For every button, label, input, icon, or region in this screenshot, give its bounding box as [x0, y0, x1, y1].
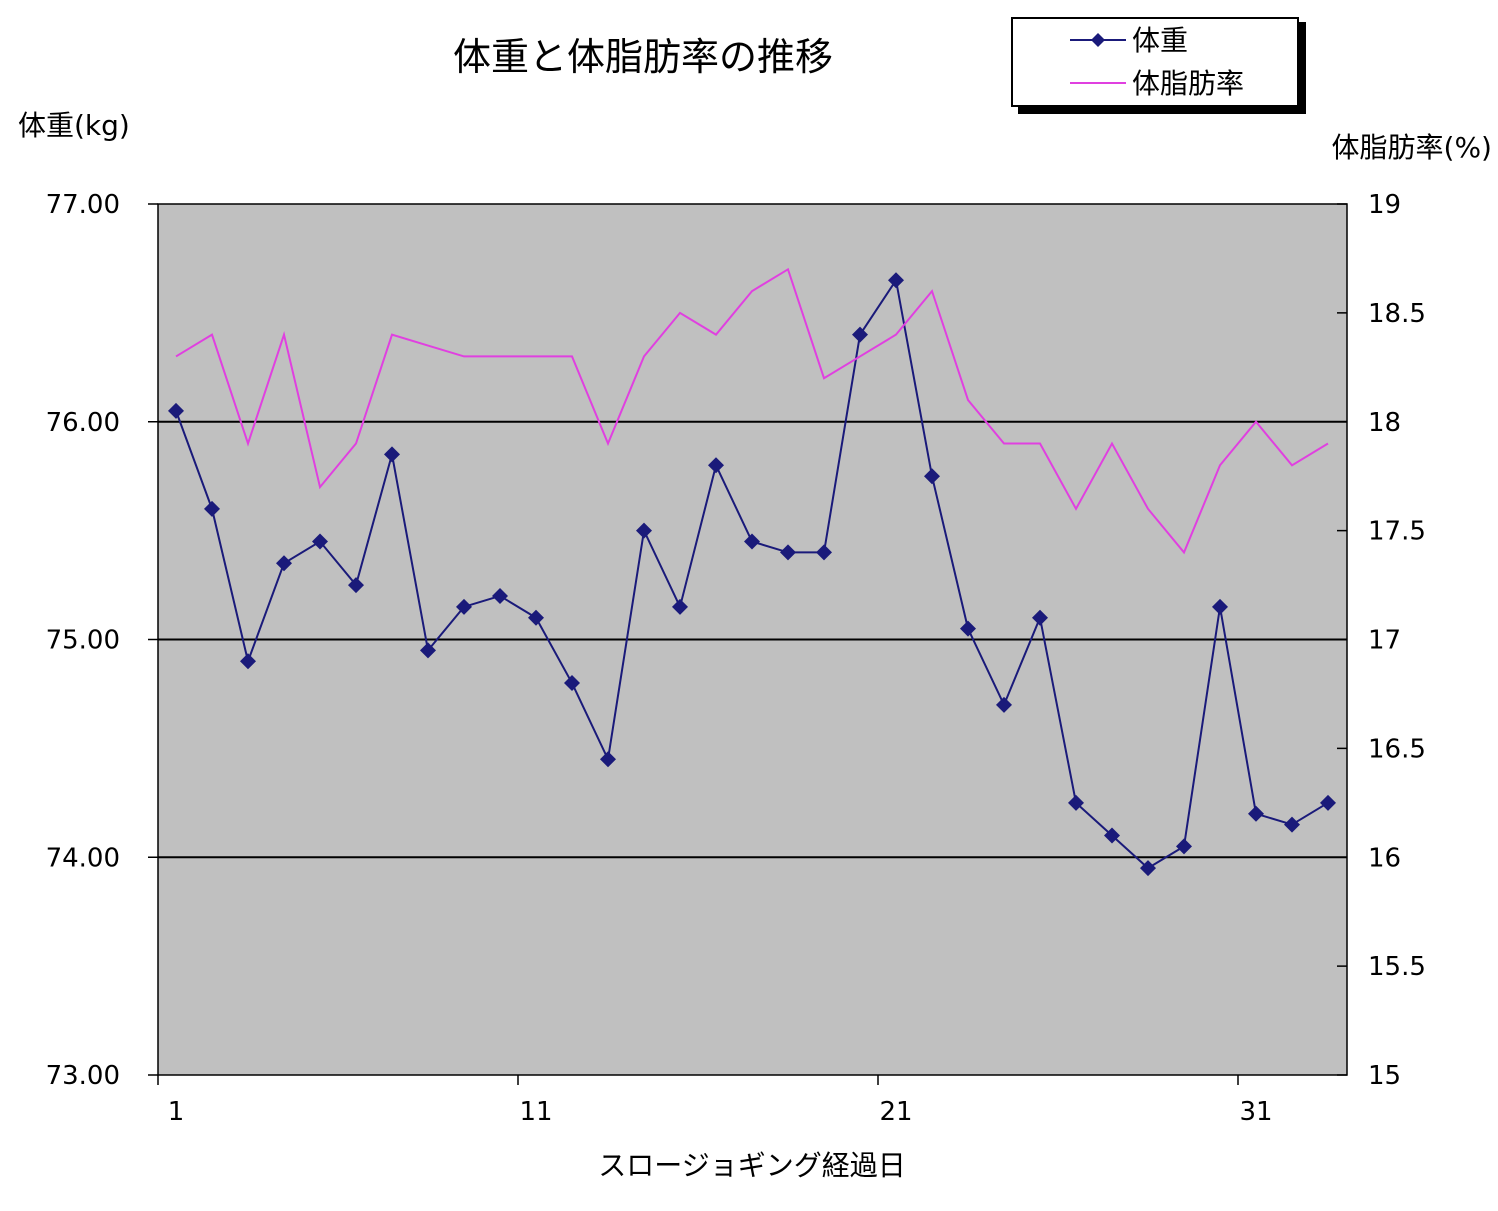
- series-layer: [168, 267, 1336, 877]
- weight-point: [168, 402, 184, 419]
- weight-point: [1212, 598, 1228, 615]
- weight-point: [708, 457, 724, 474]
- weight-point: [996, 696, 1012, 713]
- x-tick-label: 21: [879, 1097, 912, 1127]
- x-tick-label: 31: [1239, 1097, 1272, 1127]
- weight-point: [1176, 838, 1192, 855]
- weight-point: [240, 653, 256, 670]
- y-left-axis-title: 体重(kg): [18, 109, 130, 142]
- y-right-tick-label: 15.5: [1368, 952, 1426, 982]
- legend-weight-marker: [1091, 33, 1105, 47]
- weight-point: [600, 751, 616, 768]
- weight-point: [852, 326, 868, 343]
- gridlines: [158, 420, 1347, 859]
- y-right-tick-label: 19: [1368, 190, 1401, 220]
- weight-point: [960, 620, 976, 637]
- weight-point: [636, 522, 652, 539]
- weight-point: [384, 446, 400, 463]
- y-left-tick-label: 77.00: [46, 190, 120, 220]
- x-axis-title: スロージョギング経過日: [598, 1149, 905, 1182]
- weight-point: [456, 598, 472, 615]
- y-left-tick-label: 74.00: [46, 843, 120, 873]
- weight-point: [204, 500, 220, 517]
- y-right-tick-label: 17.5: [1368, 517, 1426, 547]
- weight-point: [780, 544, 796, 561]
- y-right-tick-label: 18.5: [1368, 299, 1426, 329]
- y-right-tick-label: 16: [1368, 843, 1401, 873]
- weight-point: [276, 555, 292, 572]
- y-right-tick-label: 15: [1368, 1061, 1401, 1091]
- y-left-tick-label: 76.00: [46, 408, 120, 438]
- y-right-tick-label: 16.5: [1368, 734, 1426, 764]
- y-left-tick-label: 75.00: [46, 626, 120, 656]
- axis-ticks: 73.00 74.00 75.00 76.00 77.00 15 15.5 16 16.5 17 1…: [46, 190, 1426, 1127]
- weight-point: [528, 609, 544, 626]
- weight-point: [1320, 794, 1336, 811]
- legend-weight-label: 体重: [1132, 24, 1188, 57]
- x-tick-label: 11: [519, 1097, 552, 1127]
- weight-point: [888, 272, 904, 289]
- x-tick-label: 1: [168, 1097, 185, 1127]
- weight-point: [1104, 827, 1120, 844]
- weight-point: [1248, 805, 1264, 822]
- weight-point: [564, 675, 580, 692]
- legend-box: [1011, 17, 1299, 107]
- weight-point: [492, 587, 508, 604]
- weight-point: [1068, 794, 1084, 811]
- legend-bodyfat-label: 体脂肪率: [1132, 67, 1244, 100]
- weight-point: [744, 533, 760, 550]
- weight-point: [312, 533, 328, 550]
- weight-point: [348, 577, 364, 594]
- y-right-axis-title: 体脂肪率(%): [1332, 131, 1492, 164]
- bodyfat-series-line: [175, 267, 1329, 555]
- weight-point: [672, 598, 688, 615]
- chart-title: 体重と体脂肪率の推移: [453, 35, 833, 79]
- y-right-tick-label: 17: [1368, 626, 1401, 656]
- weight-point: [1032, 609, 1048, 626]
- y-right-tick-label: 18: [1368, 408, 1401, 438]
- weight-point: [1140, 860, 1156, 877]
- weight-point: [924, 468, 940, 485]
- weight-point: [420, 642, 436, 659]
- legend: 体重 体脂肪率: [1011, 17, 1306, 114]
- weight-point: [816, 544, 832, 561]
- weight-point: [1284, 816, 1300, 833]
- y-left-tick-label: 73.00: [46, 1061, 120, 1091]
